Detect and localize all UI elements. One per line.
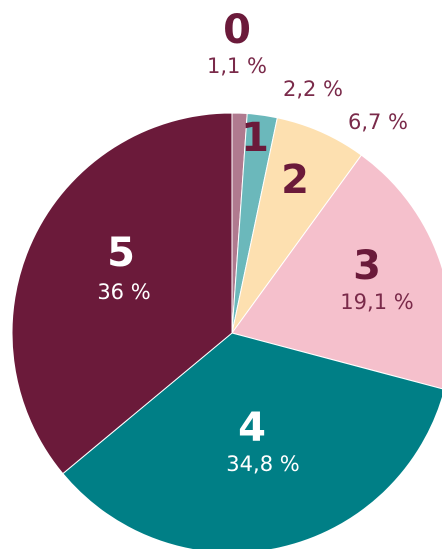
category-label: 2 — [281, 157, 309, 203]
pie-slice — [231, 154, 442, 390]
category-label: 4 — [238, 405, 266, 451]
pie-slice — [62, 332, 442, 549]
value-label: 1,1 % — [207, 54, 267, 78]
value-label: 2,2 % — [283, 77, 343, 101]
value-label: 36 % — [97, 280, 150, 304]
value-label: 6,7 % — [348, 110, 408, 134]
category-label: 1 — [241, 115, 269, 161]
pie-slice — [11, 112, 233, 475]
value-label: 19,1 % — [340, 290, 413, 314]
value-label: 34,8 % — [226, 452, 299, 476]
category-label: 0 — [223, 7, 251, 53]
category-label: 5 — [107, 230, 135, 276]
category-label: 3 — [353, 243, 381, 289]
